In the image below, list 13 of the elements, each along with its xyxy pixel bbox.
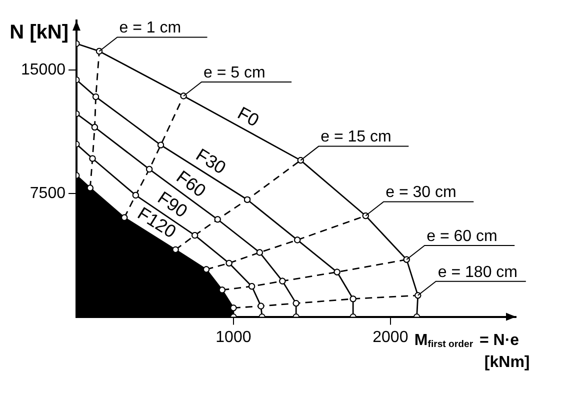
x-tick-label: 1000 <box>216 328 252 346</box>
text: F0 <box>234 102 262 131</box>
text: F30 <box>192 144 230 178</box>
series-label: e = 5 cm <box>204 64 266 82</box>
series-label: e = 1 cm <box>119 20 182 37</box>
series-label: e = 15 cm <box>320 128 392 146</box>
series-label: e = 180 cm <box>438 264 518 281</box>
series-label: e = 60 cm <box>426 228 498 245</box>
x-tick-label: 2000 <box>372 328 408 346</box>
y-tick-label: 15000 <box>20 61 66 78</box>
y-axis-title: N [kN] <box>10 22 68 44</box>
series-label: e = 30 cm <box>386 184 456 202</box>
y-tick-label: 7500 <box>30 184 66 202</box>
